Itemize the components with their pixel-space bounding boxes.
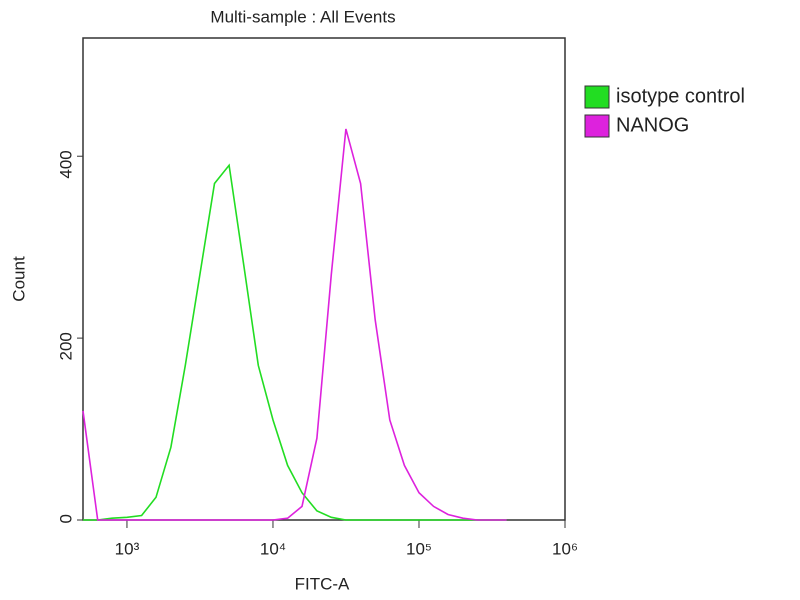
- y-tick-label: 0: [56, 514, 75, 523]
- legend-swatch: [584, 114, 610, 138]
- x-axis-label: FITC-A: [295, 574, 350, 593]
- x-tick-label: 10⁴: [260, 539, 286, 558]
- plot-frame: [82, 37, 566, 521]
- y-tick-label: 200: [56, 332, 75, 360]
- chart-title: Multi-sample : All Events: [210, 7, 395, 26]
- legend-swatch: [584, 85, 610, 109]
- y-axis-label: Count: [9, 256, 28, 302]
- legend-label: NANOG: [616, 114, 689, 136]
- x-tick-label: 10³: [115, 539, 140, 558]
- legend-label: isotype control: [616, 85, 745, 107]
- x-tick-label: 10⁵: [406, 539, 432, 558]
- x-tick-label: 10⁶: [552, 539, 578, 558]
- series-line: [82, 128, 507, 521]
- series-line: [83, 163, 507, 521]
- y-tick-label: 400: [56, 150, 75, 178]
